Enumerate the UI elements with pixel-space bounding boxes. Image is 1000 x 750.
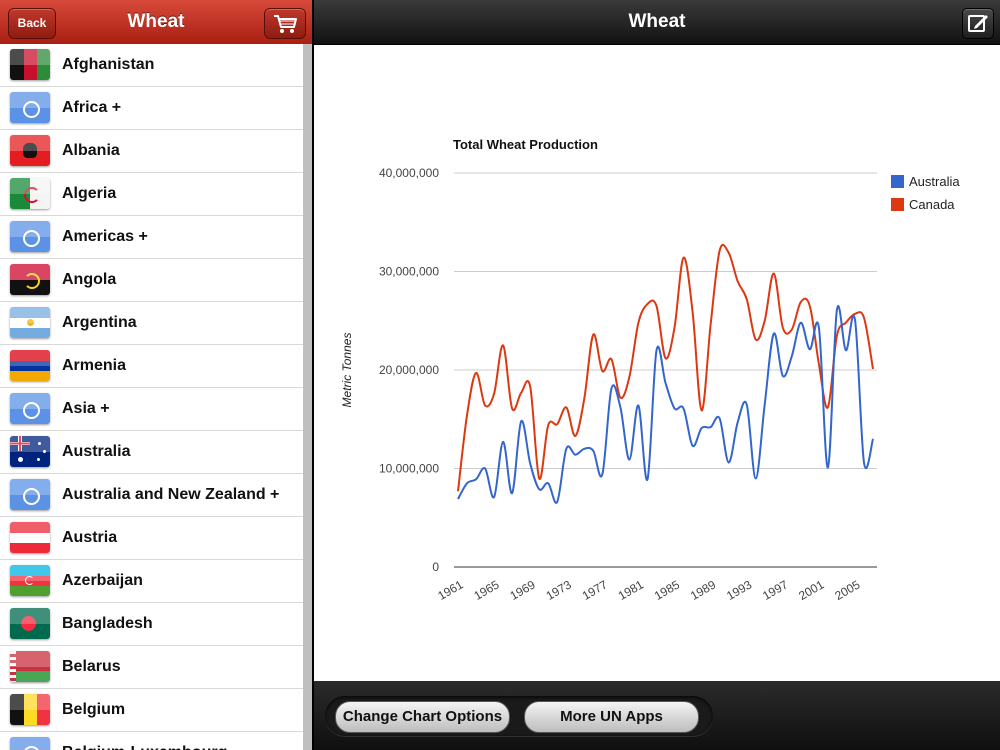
flag-algeria-icon bbox=[10, 178, 50, 209]
wheat-production-chart: Total Wheat Production 0 10,000,000 20,000,… bbox=[340, 137, 960, 603]
flag-un-icon bbox=[10, 221, 50, 252]
x-tick-label: 1981 bbox=[616, 577, 646, 603]
country-label: Australia bbox=[62, 443, 131, 460]
flag-un-icon bbox=[10, 479, 50, 510]
legend-swatch-australia bbox=[891, 175, 904, 188]
change-chart-options-button[interactable]: Change Chart Options bbox=[335, 701, 510, 733]
country-row[interactable]: Belgium-Luxembourg bbox=[0, 732, 303, 750]
x-tick-label: 1989 bbox=[688, 577, 718, 603]
cart-button[interactable] bbox=[264, 8, 306, 39]
country-row[interactable]: Australia and New Zealand + bbox=[0, 474, 303, 517]
left-navigation-bar: Wheat Back bbox=[0, 0, 312, 45]
country-label: Belgium-Luxembourg bbox=[62, 732, 227, 750]
country-label: Algeria bbox=[62, 185, 117, 202]
country-label: Armenia bbox=[62, 357, 127, 374]
x-tick-label: 1977 bbox=[580, 577, 610, 603]
country-row[interactable]: Africa + bbox=[0, 87, 303, 130]
country-label: Bangladesh bbox=[62, 615, 153, 632]
x-tick-label: 1973 bbox=[544, 577, 574, 603]
country-row[interactable]: Asia + bbox=[0, 388, 303, 431]
country-row[interactable]: Argentina bbox=[0, 302, 303, 345]
country-row[interactable]: Bangladesh bbox=[0, 603, 303, 646]
chart-area: Total Wheat Production 0 10,000,000 20,000,… bbox=[314, 45, 1000, 681]
left-nav-title: Wheat bbox=[127, 11, 185, 32]
flag-angola-icon bbox=[10, 264, 50, 295]
flag-un-icon bbox=[10, 92, 50, 123]
country-label: Argentina bbox=[62, 314, 137, 331]
country-row[interactable]: Algeria bbox=[0, 173, 303, 216]
x-tick-label: 2001 bbox=[796, 577, 826, 603]
flag-armenia-icon bbox=[10, 350, 50, 381]
country-label: Africa + bbox=[62, 99, 122, 116]
country-row[interactable]: Albania bbox=[0, 130, 303, 173]
x-tick-label: 2005 bbox=[832, 577, 862, 603]
series-line-australia bbox=[457, 305, 874, 504]
legend-label-australia: Australia bbox=[909, 174, 960, 189]
country-label: Australia and New Zealand + bbox=[62, 486, 280, 503]
y-tick-label: 0 bbox=[432, 560, 439, 574]
flag-afghanistan-icon bbox=[10, 49, 50, 80]
x-tick-label: 1969 bbox=[508, 577, 538, 603]
country-row[interactable]: Americas + bbox=[0, 216, 303, 259]
country-list[interactable]: Afghanistan Africa + Albania Algeria America… bbox=[0, 44, 303, 750]
country-label: Asia + bbox=[62, 400, 110, 417]
y-tick-label: 20,000,000 bbox=[379, 363, 439, 377]
compose-icon bbox=[968, 15, 988, 32]
country-label: Albania bbox=[62, 142, 120, 159]
country-panel: Wheat Back Afghanistan Africa + Albania Alg… bbox=[0, 0, 312, 750]
flag-belgium-icon bbox=[10, 694, 50, 725]
x-tick-label: 1965 bbox=[471, 577, 501, 603]
back-button[interactable]: Back bbox=[8, 8, 56, 39]
right-nav-title: Wheat bbox=[628, 11, 686, 32]
chart-title: Total Wheat Production bbox=[453, 137, 598, 152]
x-tick-label: 1993 bbox=[724, 577, 754, 603]
flag-azerbaijan-icon bbox=[10, 565, 50, 596]
country-label: Americas + bbox=[62, 228, 148, 245]
flag-australia-icon bbox=[10, 436, 50, 467]
country-label: Azerbaijan bbox=[62, 572, 143, 589]
country-row[interactable]: Azerbaijan bbox=[0, 560, 303, 603]
cart-icon bbox=[274, 15, 297, 33]
flag-belarus-icon bbox=[10, 651, 50, 682]
toolbar-button-group: Change Chart Options More UN Apps bbox=[325, 696, 713, 736]
country-row[interactable]: Angola bbox=[0, 259, 303, 302]
flag-un-icon bbox=[10, 737, 50, 750]
flag-albania-icon bbox=[10, 135, 50, 166]
country-row[interactable]: Australia bbox=[0, 431, 303, 474]
chart-panel: Wheat Total Wheat Production 0 10,000,000 2… bbox=[314, 0, 1000, 750]
x-tick-label: 1961 bbox=[435, 577, 465, 603]
country-row[interactable]: Belgium bbox=[0, 689, 303, 732]
bottom-toolbar: Change Chart Options More UN Apps bbox=[314, 681, 1000, 750]
country-label: Belarus bbox=[62, 658, 121, 675]
y-tick-label: 30,000,000 bbox=[379, 265, 439, 279]
list-divider bbox=[303, 44, 312, 750]
compose-button[interactable] bbox=[962, 8, 994, 39]
more-un-apps-button[interactable]: More UN Apps bbox=[524, 701, 699, 733]
y-axis-label: Metric Tonnes bbox=[340, 333, 354, 408]
flag-austria-icon bbox=[10, 522, 50, 553]
country-row[interactable]: Armenia bbox=[0, 345, 303, 388]
country-label: Austria bbox=[62, 529, 118, 546]
country-label: Belgium bbox=[62, 701, 126, 718]
flag-bangladesh-icon bbox=[10, 608, 50, 639]
country-label: Angola bbox=[62, 271, 117, 288]
x-tick-label: 1997 bbox=[760, 577, 790, 603]
y-tick-label: 40,000,000 bbox=[379, 166, 439, 180]
country-row[interactable]: Austria bbox=[0, 517, 303, 560]
x-tick-label: 1985 bbox=[652, 577, 682, 603]
country-label: Afghanistan bbox=[62, 56, 155, 73]
legend-swatch-canada bbox=[891, 198, 904, 211]
legend-label-canada: Canada bbox=[909, 197, 955, 212]
flag-un-icon bbox=[10, 393, 50, 424]
flag-argentina-icon bbox=[10, 307, 50, 338]
right-navigation-bar: Wheat bbox=[314, 0, 1000, 45]
country-row[interactable]: Afghanistan bbox=[0, 44, 303, 87]
country-row[interactable]: Belarus bbox=[0, 646, 303, 689]
y-tick-label: 10,000,000 bbox=[379, 462, 439, 476]
series-line-canada bbox=[457, 243, 874, 492]
